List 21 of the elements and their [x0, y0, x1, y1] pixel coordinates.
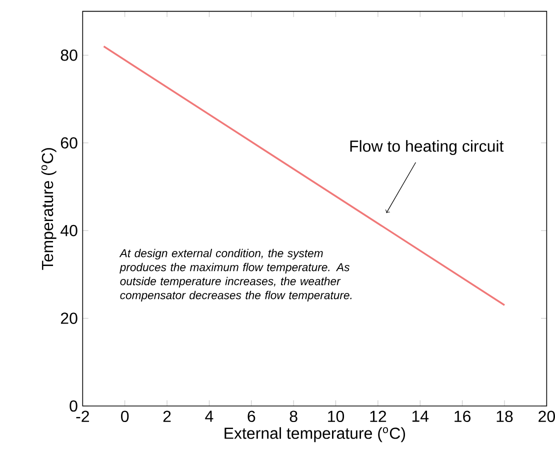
x-tick-label: 18	[496, 410, 513, 422]
y-tick-label: 0	[70, 400, 78, 412]
x-tick-label: 6	[248, 410, 256, 422]
y-tick-label: 40	[60, 224, 78, 236]
x-tick-label: 14	[412, 410, 429, 422]
annotation: Flow to heating circuit	[350, 140, 504, 156]
x-tick-label: 4	[205, 410, 214, 422]
x-tick-label: 12	[370, 410, 386, 422]
y-tick-label: 80	[60, 50, 78, 61]
x-tick-label: -2	[76, 410, 89, 422]
x-tick-label: 16	[454, 410, 471, 422]
x-tick-label: 10	[328, 410, 344, 422]
x-axis-title: External temperature ($^{o}$C)	[224, 427, 405, 442]
x-tick-label: 20	[538, 410, 555, 422]
y-tick-label: 20	[60, 312, 78, 324]
y-tick-label: 60	[60, 137, 78, 149]
x-tick-label: 8	[290, 410, 298, 422]
x-tick-label: 0	[121, 410, 129, 422]
x-tick-label: 2	[163, 410, 171, 422]
annotation: At design external condition, the system produces the maximum flow temperature. As outside temperature increases, the weather compensator decreases the flow temperature.	[119, 248, 352, 302]
y-axis-title: Temperature ($^{o}$C)	[41, 148, 56, 270]
